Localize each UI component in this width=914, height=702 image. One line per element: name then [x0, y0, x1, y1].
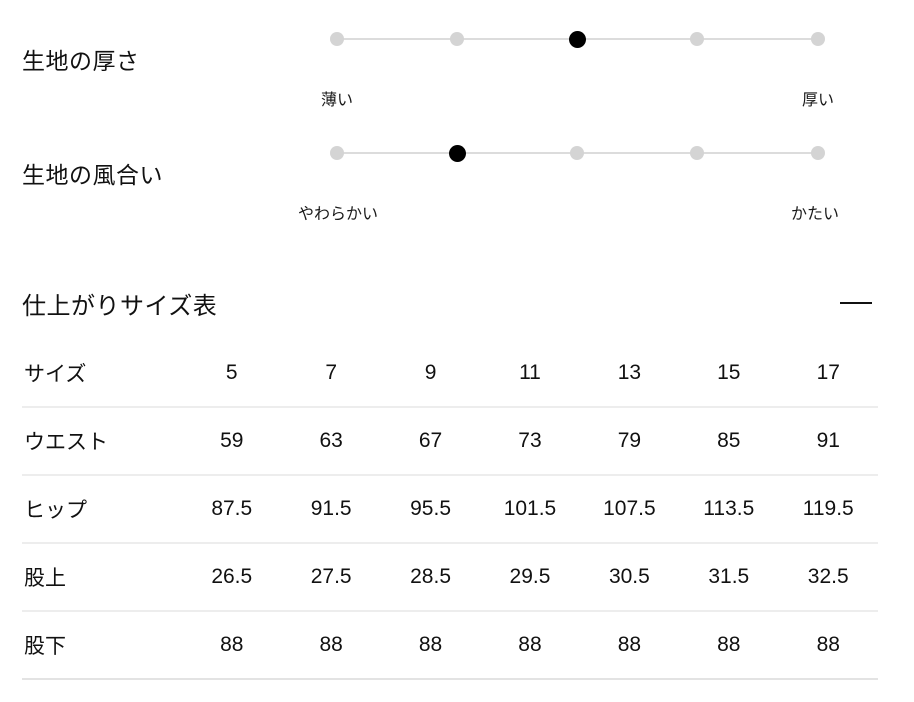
slider-dot-5[interactable]	[811, 146, 825, 160]
fabric-attribute-label: 生地の風合い	[22, 162, 163, 188]
table-header-cell: 7	[281, 340, 381, 408]
table-cell: 113.5	[703, 497, 755, 520]
table-cell: 29.5	[509, 565, 551, 588]
table-row-label: ヒップ	[24, 499, 87, 522]
size-table-title: 仕上がりサイズ表	[22, 293, 218, 320]
table-cell: 28.5	[410, 565, 451, 588]
table-cell: 32.5	[807, 565, 849, 588]
table-row-label: 股下	[24, 635, 66, 658]
table-cell: 26.5	[211, 565, 253, 588]
table-cell: 91	[816, 429, 840, 452]
table-cell: 119.5	[802, 497, 854, 520]
table-row-label: ウエスト	[24, 431, 108, 454]
table-header-cell: 11	[480, 340, 580, 408]
table-cell: 88	[717, 633, 741, 656]
slider-dot-4[interactable]	[690, 32, 704, 46]
table-header-cell: 13	[579, 340, 680, 408]
table-cell: 95.5	[410, 497, 451, 520]
table-cell: 79	[617, 429, 642, 452]
slider-dot-5[interactable]	[811, 32, 825, 46]
table-row-label: 股上	[24, 567, 66, 590]
table-cell: 91.5	[310, 497, 352, 520]
slider-dot-2[interactable]	[450, 32, 464, 46]
minus-icon-bar	[840, 302, 872, 304]
size-table: サイズ 5 7 9 11 13 15 17 ウエスト 59 63 67 73 7…	[22, 340, 878, 680]
table-cell: 31.5	[708, 565, 750, 588]
minus-icon[interactable]	[836, 284, 878, 324]
table-cell: 63	[319, 429, 343, 452]
table-cell: 88	[816, 633, 840, 656]
table-header-row: サイズ 5 7 9 11 13 15 17	[22, 340, 878, 408]
table-cell: 30.5	[608, 565, 650, 588]
slider-min-label: やわらかい	[297, 206, 379, 223]
table-cell: 67	[418, 429, 443, 452]
fabric-attribute-label: 生地の厚さ	[22, 48, 140, 74]
table-cell: 59	[220, 429, 244, 452]
slider-min-label: 薄い	[320, 92, 354, 109]
slider-max-label: かたい	[790, 206, 840, 223]
table-cell: 88	[418, 633, 443, 656]
table-cell: 85	[717, 429, 741, 452]
fabric-attribute-row-thickness: 生地の厚さ 薄い 厚い	[0, 8, 914, 109]
slider-dot-3[interactable]	[570, 146, 584, 160]
slider-dot-3-selected[interactable]	[568, 30, 586, 48]
table-cell: 107.5	[603, 497, 656, 520]
table-cell: 73	[518, 429, 542, 452]
slider-dot-1[interactable]	[330, 32, 344, 46]
table-header-cell: 9	[380, 340, 481, 408]
table-header-cell: 15	[679, 340, 779, 408]
table-cell: 87.5	[211, 497, 253, 520]
fabric-texture-slider[interactable]: やわらかい かたい	[298, 144, 839, 223]
table-cell: 27.5	[310, 565, 352, 588]
size-table-header: 仕上がりサイズ表	[0, 268, 914, 340]
table-row: ウエスト 59 63 67 73 79 85 91	[22, 407, 878, 475]
table-header-size-label: サイズ	[22, 340, 183, 408]
slider-dot-4[interactable]	[690, 146, 704, 160]
table-row: 股下 88 88 88 88 88 88 88	[22, 611, 878, 679]
slider-dot-1[interactable]	[330, 146, 344, 160]
size-table-block: 仕上がりサイズ表 サイズ 5 7 9 11 13 15 17 ウエスト	[0, 268, 914, 679]
table-cell: 88	[617, 633, 642, 656]
fabric-attribute-row-texture: 生地の風合い やわらかい かたい	[0, 122, 914, 223]
slider-max-label: 厚い	[801, 92, 835, 109]
fabric-thickness-slider[interactable]: 薄い 厚い	[321, 30, 834, 109]
table-cell: 101.5	[503, 497, 557, 520]
table-row: 股上 26.5 27.5 28.5 29.5 30.5 31.5 32.5	[22, 543, 878, 611]
table-header-cell: 5	[182, 340, 282, 408]
table-header-cell: 17	[778, 340, 878, 408]
table-cell: 88	[518, 633, 542, 656]
table-cell: 88	[319, 633, 343, 656]
table-cell: 88	[220, 633, 244, 656]
slider-dot-2-selected[interactable]	[448, 144, 466, 162]
table-row: ヒップ 87.5 91.5 95.5 101.5 107.5 113.5 119…	[22, 475, 878, 543]
